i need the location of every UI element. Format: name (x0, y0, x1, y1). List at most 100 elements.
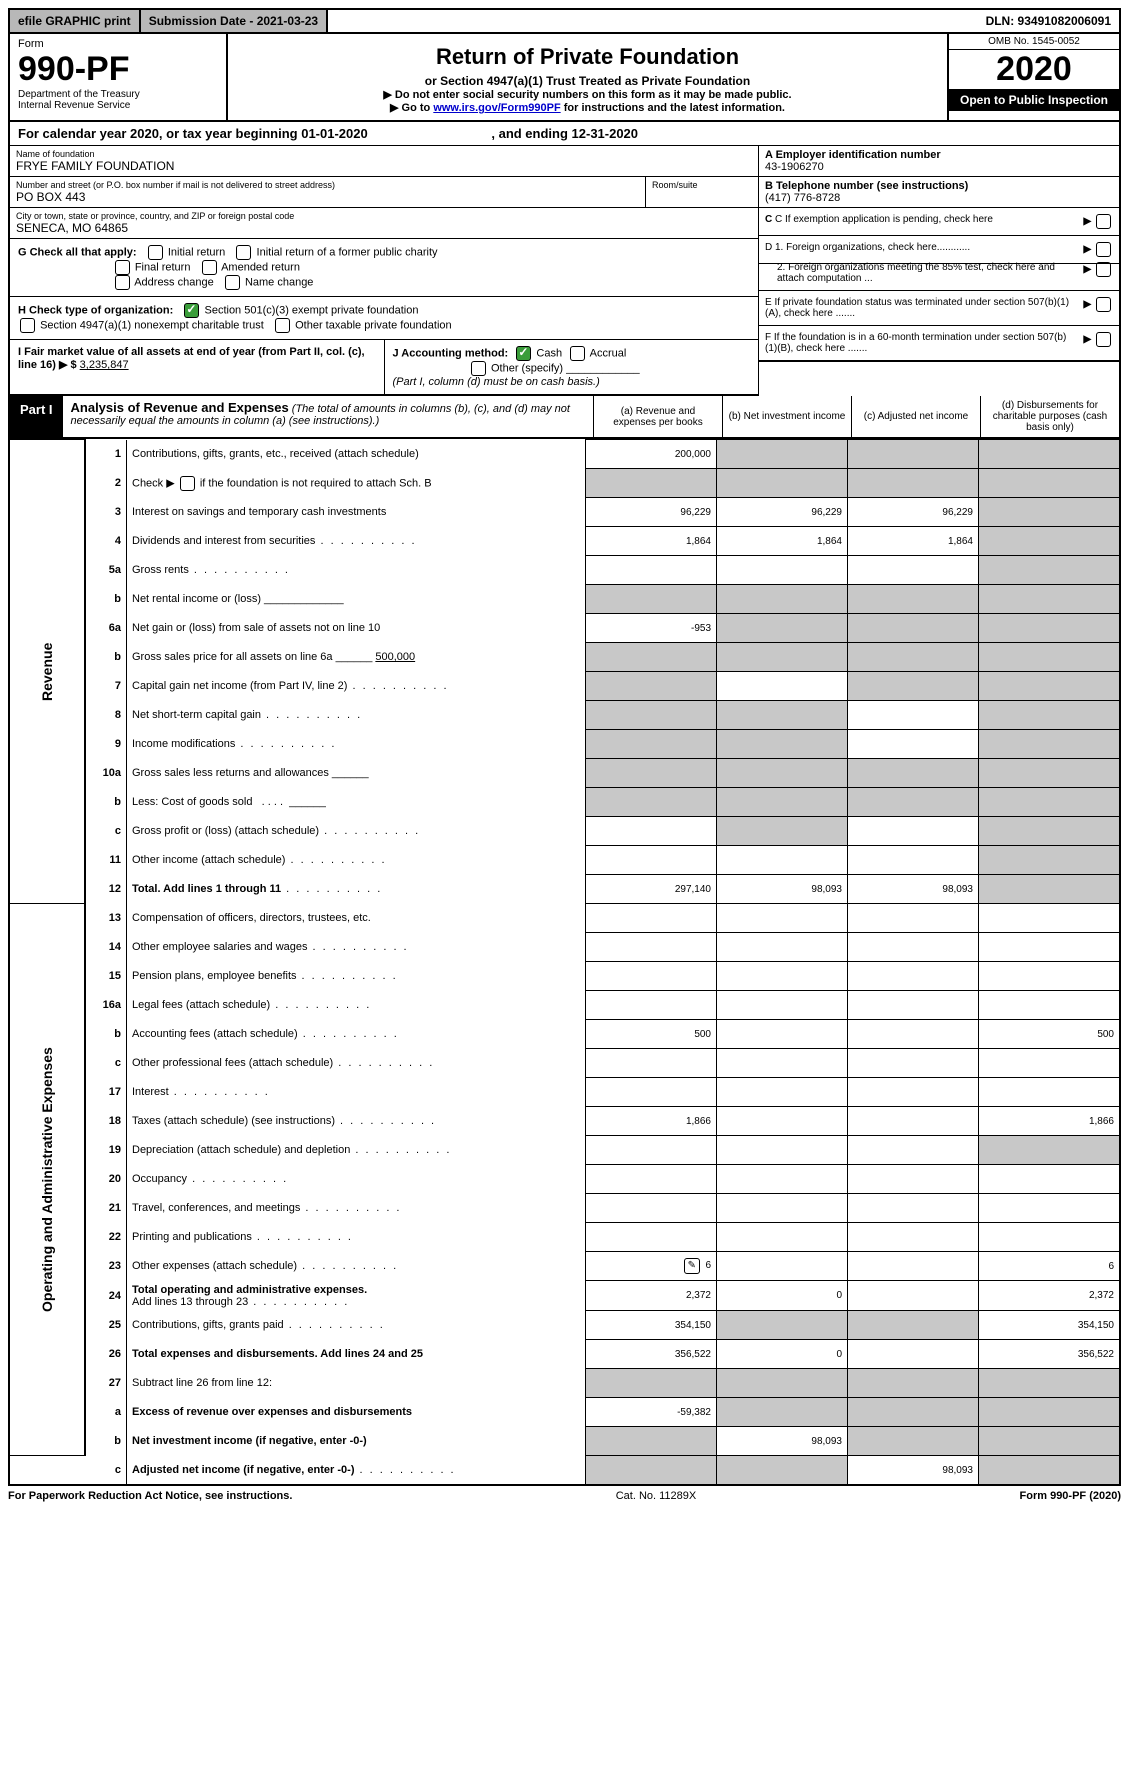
l6a-a: -953 (586, 614, 717, 643)
chk-f[interactable] (1096, 332, 1111, 347)
l27b-b: 98,093 (717, 1427, 848, 1456)
dept-text: Department of the Treasury Internal Reve… (18, 89, 218, 111)
chk-cash[interactable] (516, 346, 531, 361)
opt-other-method: Other (specify) (491, 362, 563, 374)
l6b-desc: Gross sales price for all assets on line… (127, 643, 586, 672)
opt-other-tax: Other taxable private foundation (295, 319, 452, 331)
footer-mid: Cat. No. 11289X (616, 1490, 697, 1502)
opt-amended: Amended return (221, 261, 300, 273)
dln: DLN: 93491082006091 (978, 10, 1119, 32)
l23-a: ✎ 6 (586, 1252, 717, 1281)
l16b-desc: Accounting fees (attach schedule) (127, 1020, 586, 1049)
l18-desc: Taxes (attach schedule) (see instruction… (127, 1107, 586, 1136)
instr2-pre: ▶ Go to (390, 102, 433, 114)
chk-501c3[interactable] (184, 303, 199, 318)
submission-date: Submission Date - 2021-03-23 (141, 10, 328, 32)
form-label: Form (18, 38, 218, 50)
opt-501c3: Section 501(c)(3) exempt private foundat… (204, 304, 418, 316)
identity-grid: Name of foundation FRYE FAMILY FOUNDATIO… (8, 146, 1121, 396)
l25-a: 354,150 (586, 1311, 717, 1340)
col-b-hdr: (b) Net investment income (722, 396, 851, 437)
l24-a: 2,372 (586, 1281, 717, 1311)
chk-name-change[interactable] (225, 275, 240, 290)
instr-1: ▶ Do not enter social security numbers o… (234, 88, 941, 101)
opt-final: Final return (135, 261, 191, 273)
j-note: (Part I, column (d) must be on cash basi… (393, 376, 600, 388)
chk-d2[interactable] (1096, 262, 1111, 277)
l3-c: 96,229 (848, 498, 979, 527)
irs-link[interactable]: www.irs.gov/Form990PF (433, 102, 560, 114)
d2-label: 2. Foreign organizations meeting the 85%… (765, 262, 1078, 284)
chk-final[interactable] (115, 260, 130, 275)
chk-other-method[interactable] (471, 361, 486, 376)
instr-2: ▶ Go to www.irs.gov/Form990PF for instru… (234, 101, 941, 114)
chk-c[interactable] (1096, 214, 1111, 229)
l26-desc: Total expenses and disbursements. Add li… (127, 1340, 586, 1369)
room-label: Room/suite (652, 180, 752, 190)
l16c-desc: Other professional fees (attach schedule… (127, 1049, 586, 1078)
chk-other-tax[interactable] (275, 318, 290, 333)
addr: PO BOX 443 (16, 190, 639, 204)
l12-desc: Total. Add lines 1 through 11 (127, 875, 586, 904)
chk-accrual[interactable] (570, 346, 585, 361)
opt-initial: Initial return (168, 246, 225, 258)
i-label: I Fair market value of all assets at end… (18, 346, 365, 371)
chk-4947[interactable] (20, 318, 35, 333)
l2-desc: Check ▶ if the foundation is not require… (127, 469, 586, 498)
part1-label: Part I (10, 396, 63, 437)
l11-desc: Other income (attach schedule) (127, 846, 586, 875)
chk-d1[interactable] (1096, 242, 1111, 257)
chk-addr-change[interactable] (115, 275, 130, 290)
part1-title: Analysis of Revenue and Expenses (71, 400, 289, 415)
top-bar: efile GRAPHIC print Submission Date - 20… (8, 8, 1121, 34)
l19-desc: Depreciation (attach schedule) and deple… (127, 1136, 586, 1165)
city: SENECA, MO 64865 (16, 221, 752, 235)
chk-initial-former[interactable] (236, 245, 251, 260)
chk-sch-b[interactable] (180, 476, 195, 491)
city-label: City or town, state or province, country… (16, 211, 752, 221)
ein-label: A Employer identification number (765, 149, 941, 161)
tel-label: B Telephone number (see instructions) (765, 180, 968, 192)
form-number: 990-PF (18, 50, 218, 89)
l27-desc: Subtract line 26 from line 12: (127, 1369, 586, 1398)
l27a-desc: Excess of revenue over expenses and disb… (127, 1398, 586, 1427)
form-header: Form 990-PF Department of the Treasury I… (8, 34, 1121, 122)
l24-d: 2,372 (979, 1281, 1121, 1311)
open-inspection: Open to Public Inspection (949, 89, 1119, 111)
f-label: F If the foundation is in a 60-month ter… (765, 332, 1078, 354)
attachment-icon[interactable]: ✎ (684, 1258, 700, 1274)
col-c-hdr: (c) Adjusted net income (851, 396, 980, 437)
opt-4947: Section 4947(a)(1) nonexempt charitable … (40, 319, 264, 331)
instr2-post: for instructions and the latest informat… (561, 102, 785, 114)
tax-year: 2020 (949, 50, 1119, 89)
l12-c: 98,093 (848, 875, 979, 904)
j-label: J Accounting method: (393, 347, 509, 359)
l10b-desc: Less: Cost of goods sold . . . . ______ (127, 788, 586, 817)
e-label: E If private foundation status was termi… (765, 297, 1078, 319)
d1-label: D 1. Foreign organizations, check here..… (765, 242, 1078, 253)
chk-initial[interactable] (148, 245, 163, 260)
l7-desc: Capital gain net income (from Part IV, l… (127, 672, 586, 701)
chk-amended[interactable] (202, 260, 217, 275)
opt-addr-change: Address change (134, 276, 214, 288)
opt-cash: Cash (536, 347, 562, 359)
l12-a: 297,140 (586, 875, 717, 904)
col-d-hdr: (d) Disbursements for charitable purpose… (980, 396, 1119, 437)
l21-desc: Travel, conferences, and meetings (127, 1194, 586, 1223)
efile-btn[interactable]: efile GRAPHIC print (10, 10, 141, 32)
footer-right: Form 990-PF (2020) (1020, 1490, 1121, 1502)
omb-no: OMB No. 1545-0052 (949, 34, 1119, 50)
l26-a: 356,522 (586, 1340, 717, 1369)
l3-desc: Interest on savings and temporary cash i… (127, 498, 586, 527)
l26-b: 0 (717, 1340, 848, 1369)
opt-initial-former: Initial return of a former public charit… (257, 246, 438, 258)
chk-e[interactable] (1096, 297, 1111, 312)
l18-d: 1,866 (979, 1107, 1121, 1136)
l23-desc: Other expenses (attach schedule) (127, 1252, 586, 1281)
col-a-hdr: (a) Revenue and expenses per books (593, 396, 722, 437)
revenue-vlabel: Revenue (9, 440, 85, 904)
calyear-b: , and ending 12-31-2020 (491, 126, 638, 141)
l16b-a: 500 (586, 1020, 717, 1049)
l16a-desc: Legal fees (attach schedule) (127, 991, 586, 1020)
l25-desc: Contributions, gifts, grants paid (127, 1311, 586, 1340)
